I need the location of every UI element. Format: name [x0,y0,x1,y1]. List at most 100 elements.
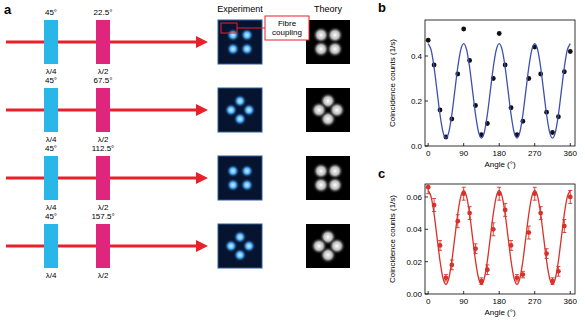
x-tick-label: 90 [459,297,468,306]
plate-label: λ/2 [98,203,109,212]
plate-label: λ/2 [98,67,109,76]
error-cap [556,276,560,277]
theory-image [306,224,350,268]
x-tick-label: 270 [528,149,542,158]
annotation: Fibrecoupling [272,19,302,37]
y-tick [425,196,428,197]
annotation-box [265,16,309,40]
x-tick [463,143,464,146]
quarter-wave-plate [44,20,58,64]
beam-lobe [241,29,254,42]
error-bar [444,275,448,281]
plate-angle: 45° [45,76,57,85]
error-cap [562,232,566,233]
beam-lobe [227,179,240,192]
error-cap [485,274,489,275]
error-cap [462,200,466,201]
arrow-head [196,172,208,184]
beam-lobe [243,104,256,117]
error-cap [509,240,513,241]
data-point [426,185,431,190]
x-tick [499,143,500,146]
x-axis-label: Angle (°) [484,308,516,317]
beam-lobe [327,41,344,58]
y-axis-label: Coincidence counts (1/s) [388,195,397,283]
error-cap [432,198,436,199]
setup-row: 45°157.5°λ/4λ/2 [6,212,350,280]
beam-lobe [225,104,238,117]
error-bar [515,275,519,281]
data-point [461,27,466,32]
y-tick [425,294,428,295]
error-cap [533,187,537,188]
beam-lobe [311,102,328,119]
data-point [568,49,573,54]
panel-label: b [378,0,386,15]
beam-lobe [241,165,254,178]
error-cap [462,187,466,188]
half-wave-plate [96,88,110,132]
fit-line [428,44,570,139]
setup-row: 45°22.5°λ/4λ/2Fibrecoupling [6,8,350,76]
error-cap [479,277,483,278]
panel-label: a [4,2,12,17]
beam-lobe [241,43,254,56]
plot-frame [425,184,575,294]
plate-label: λ/4 [46,203,57,212]
y-axis-label: Coincidence counts (1/s) [388,39,397,127]
beam-lobe [227,43,240,56]
error-cap [515,274,519,275]
y-tick-label: 0.00 [406,290,422,299]
x-axis-label: Angle (°) [484,160,516,169]
column-header: Theory [314,4,343,14]
beam-lobe [243,240,256,253]
x-tick-label: 270 [528,297,542,306]
error-cap [568,203,572,204]
theory-image [306,20,350,64]
y-tick-label: 0.02 [406,258,422,267]
column-header: Experiment [217,4,263,14]
data-point [568,195,573,200]
plate-angle: 67.5° [94,76,113,85]
plate-angle: 45° [45,144,57,153]
y-tick [425,56,428,57]
data-point [444,275,449,280]
plate-label: λ/4 [46,135,57,144]
beam-lobe [327,177,344,194]
y-tick-label: 0.2 [411,97,423,106]
setup-row: 45°67.5°λ/4λ/2 [6,76,350,144]
error-cap [521,277,525,278]
x-tick [428,291,429,294]
theory-image [306,156,350,200]
annotation-line-text: coupling [272,28,302,37]
plate-label: λ/2 [98,271,109,280]
y-tick [425,101,428,102]
error-cap [551,277,555,278]
data-point [426,38,431,43]
panel-label: c [378,166,385,181]
y-tick-label: 0.06 [406,193,422,202]
error-cap [533,200,537,201]
x-tick [499,291,500,294]
y-tick-label: 0.4 [411,52,423,61]
y-tick [425,229,428,230]
figure: aExperimentTheory45°22.5°λ/4λ/2Fibrecoup… [0,0,585,324]
y-tick-label: 0.0 [411,142,423,151]
fibre-marker [221,23,237,33]
quarter-wave-plate [44,88,58,132]
arrow-head [196,240,208,252]
error-cap [438,240,442,241]
x-tick-label: 180 [493,149,507,158]
fit-line [428,190,570,284]
error-cap [527,239,531,240]
x-tick-label: 360 [564,297,578,306]
beam-lobe [225,240,238,253]
data-area [426,184,573,284]
plate-label: λ/4 [46,67,57,76]
data-point [515,275,520,280]
beam-lobe [329,238,346,255]
beam-lobe [227,29,240,42]
beam-lobe [241,179,254,192]
x-tick-label: 360 [564,149,578,158]
plate-label: λ/4 [46,271,57,280]
